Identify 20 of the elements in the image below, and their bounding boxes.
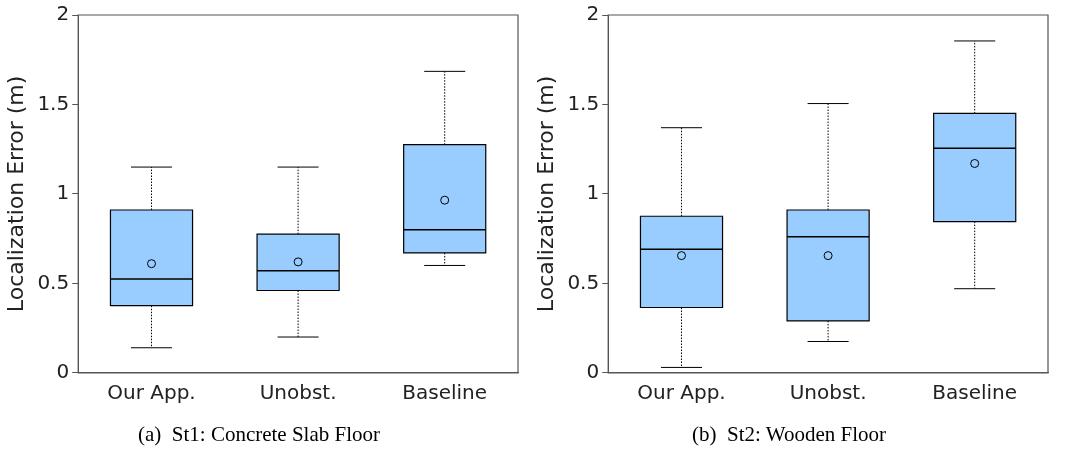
x-tick-label: Our App. — [107, 380, 196, 404]
x-tick-label: Unobst. — [789, 380, 867, 404]
y-tick-label: 0 — [586, 359, 600, 383]
y-tick-label: 1.5 — [567, 90, 600, 115]
y-tick-label: 0 — [56, 359, 70, 383]
x-tick-label: Unobst. — [259, 380, 337, 404]
x-tick-label: Our App. — [637, 380, 726, 404]
y-tick-label: 0.5 — [567, 269, 600, 294]
y-tick-label: 0.5 — [37, 269, 70, 294]
y-tick-label: 2 — [56, 1, 70, 26]
y-tick-label: 1 — [586, 180, 600, 205]
y-axis-title: Localization Error (m) — [532, 75, 558, 313]
text: (a) St1: Concrete Slab Floor — [137, 421, 381, 446]
y-tick-label: 1 — [56, 180, 70, 205]
y-tick-label: 2 — [586, 1, 600, 26]
y-tick-label: 1.5 — [37, 90, 70, 115]
x-tick-label: Baseline — [402, 380, 488, 404]
y-axis-title: Localization Error (m) — [2, 75, 28, 313]
x-tick-label: Baseline — [932, 380, 1018, 404]
text: (b) St2: Wooden Floor — [692, 421, 886, 446]
